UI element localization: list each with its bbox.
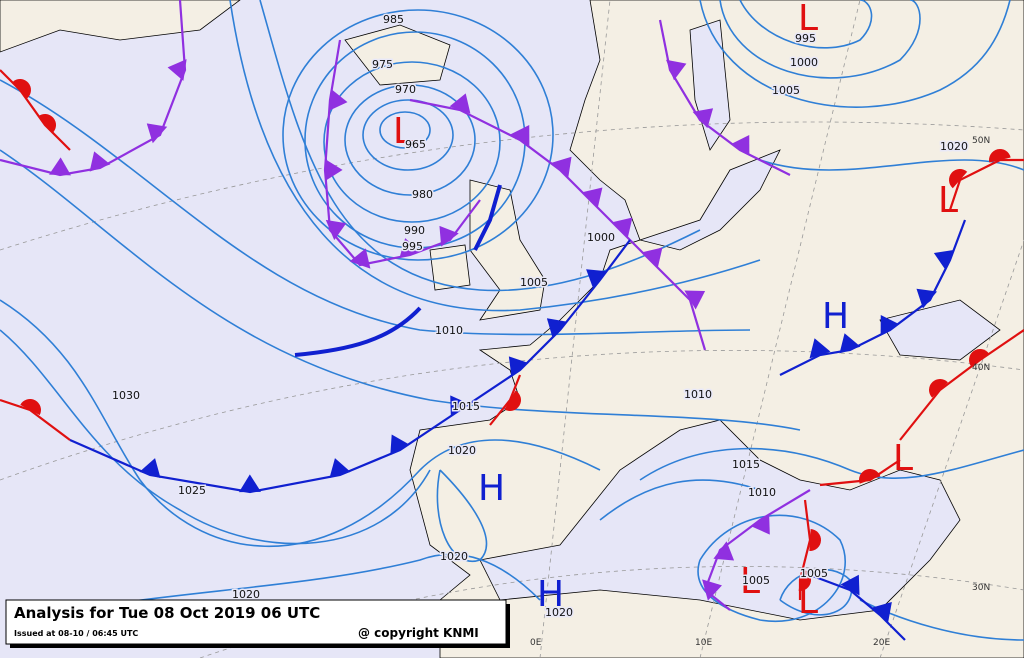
pressure-center: L [393, 111, 413, 152]
grid-label: 20E [873, 638, 890, 648]
pressure-center: L [893, 438, 913, 479]
isobar-label: 1000 [790, 56, 818, 69]
isobar-label: 1025 [178, 484, 206, 497]
copyright: @ copyright KNMI [358, 626, 479, 640]
footer-box [5, 599, 507, 645]
grid-label: 40N [972, 363, 990, 373]
isobar-label: 1010 [435, 324, 463, 337]
isobar-label: 985 [383, 13, 404, 26]
grid-label: 50N [972, 136, 990, 146]
pressure-center: L [798, 581, 818, 622]
isobar-label: 975 [372, 58, 393, 71]
grid-label: 10E [695, 638, 712, 648]
pressure-center: L [938, 180, 958, 221]
isobar-label: 1010 [748, 486, 776, 499]
isobar-label: 1000 [587, 231, 615, 244]
isobar-label: 1005 [742, 574, 770, 587]
pressure-center: H [478, 468, 505, 509]
isobar-label: 980 [412, 188, 433, 201]
fronts [0, 0, 1024, 641]
isobar-label: 1030 [112, 389, 140, 402]
isobar-labels: 985 975 970 965 980 990 995 1000 1005 10… [111, 12, 970, 621]
isobar-label: 965 [405, 138, 426, 151]
isobar-label: 1020 [232, 588, 260, 601]
issued-time: Issued at 08-10 / 06:45 UTC [14, 629, 138, 638]
pressure-center: H [537, 574, 564, 615]
isobar-label: 1005 [520, 276, 548, 289]
grid-label: 0E [530, 638, 542, 648]
isobar-label: 1015 [452, 400, 480, 413]
isobar-label: 1020 [448, 444, 476, 457]
map-title: Analysis for Tue 08 Oct 2019 06 UTC [14, 604, 320, 622]
pressure-center: H [822, 296, 849, 337]
isobar-label: 1020 [545, 606, 573, 619]
pressure-center: L [798, 0, 818, 39]
isobar-label: 1005 [772, 84, 800, 97]
isobar-label: 995 [402, 240, 423, 253]
grid-label: 30N [972, 583, 990, 593]
isobar-label: 1010 [684, 388, 712, 401]
pressure-center: L [740, 561, 760, 602]
isobar-label: 1020 [440, 550, 468, 563]
isobar-label: 990 [404, 224, 425, 237]
isobar-label: 1015 [732, 458, 760, 471]
isobar-label: 1020 [940, 140, 968, 153]
isobar-label: 995 [795, 32, 816, 45]
isobar-label: 1005 [800, 567, 828, 580]
isobar-label: 970 [395, 83, 416, 96]
